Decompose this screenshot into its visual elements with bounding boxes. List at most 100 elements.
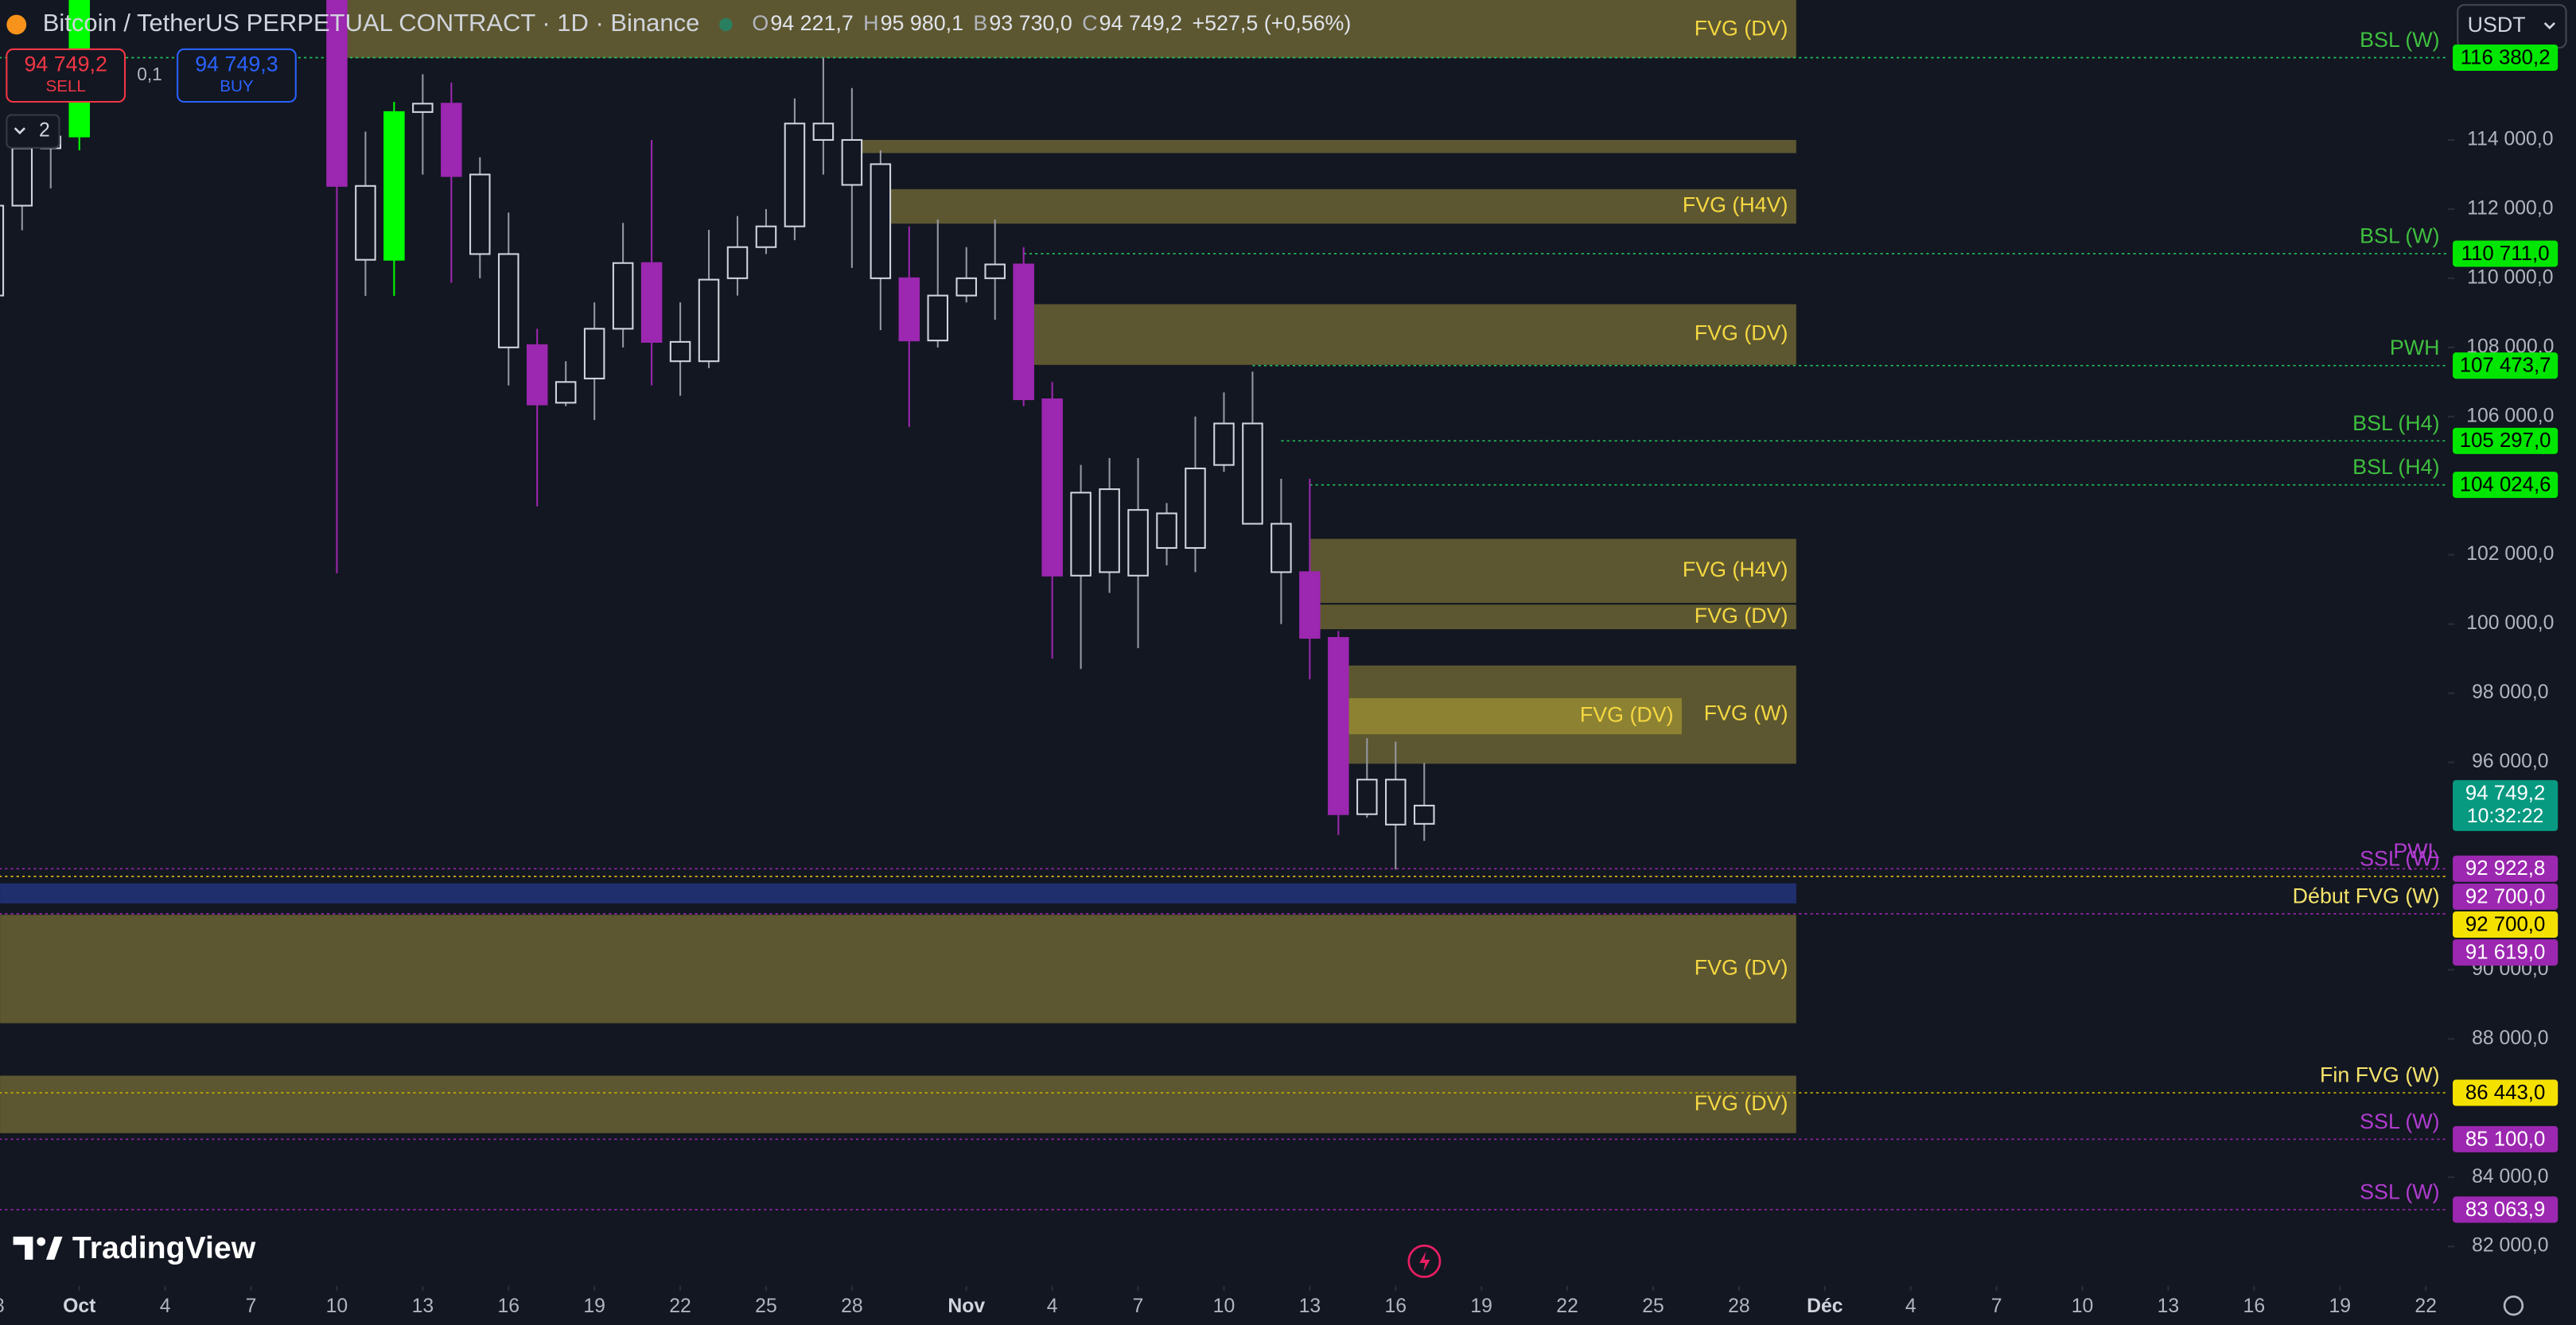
candle-body bbox=[755, 225, 777, 248]
price-tag bbox=[2453, 911, 2558, 938]
countdown: 10:32:22 bbox=[2467, 806, 2543, 827]
zone-label: FVG (DV) bbox=[1695, 1091, 1788, 1115]
x-tick-label: 13 bbox=[412, 1296, 434, 1317]
candle-body bbox=[955, 277, 978, 297]
x-tick-label: Déc bbox=[1807, 1296, 1843, 1317]
level-label: SSL (W) bbox=[2360, 1109, 2439, 1133]
price-tag bbox=[2453, 855, 2558, 882]
chevron bbox=[2543, 21, 2556, 30]
price-tag-label: 110 711,0 bbox=[2461, 243, 2550, 265]
fvg-zone bbox=[1023, 304, 1796, 365]
price-tag bbox=[2453, 1125, 2558, 1152]
chart-title: Bitcoin / TetherUS PERPETUAL CONTRACT · … bbox=[43, 9, 700, 37]
price-tag-label: 105 297,0 bbox=[2460, 429, 2551, 452]
x-tick-label: 16 bbox=[497, 1296, 519, 1317]
y-tick-label: 100 000,0 bbox=[2466, 612, 2554, 634]
status-dot bbox=[719, 17, 733, 32]
x-tick-label: 4 bbox=[1905, 1296, 1916, 1317]
candle-body bbox=[383, 111, 405, 261]
ui: Bitcoin / TetherUS PERPETUAL CONTRACT · … bbox=[6, 4, 2567, 1316]
price-tag bbox=[2453, 1079, 2558, 1106]
x-tick-label: 22 bbox=[669, 1296, 691, 1317]
price-tag-label: 104 024,6 bbox=[2460, 473, 2551, 495]
x-tick-label: 16 bbox=[2243, 1296, 2266, 1317]
layers-toggle[interactable] bbox=[6, 114, 60, 149]
candle-body bbox=[898, 277, 920, 342]
x-tick-label: 4 bbox=[160, 1296, 171, 1317]
buy-price: 94 749,3 bbox=[195, 52, 278, 76]
price-tag-label: 83 063,9 bbox=[2465, 1199, 2545, 1221]
candle-body bbox=[326, 0, 348, 187]
candle-body bbox=[784, 122, 806, 227]
symbol-icon bbox=[6, 14, 27, 35]
level-label: Fin FVG (W) bbox=[2320, 1063, 2440, 1086]
fvg-zone bbox=[0, 883, 1796, 903]
candle-body bbox=[469, 173, 491, 255]
buy-label: BUY bbox=[220, 77, 254, 95]
ohlc-key: B bbox=[973, 11, 987, 35]
zone-label: FVG (W) bbox=[1704, 701, 1788, 725]
candle-body bbox=[1356, 779, 1378, 815]
candle-body bbox=[1299, 571, 1321, 639]
ohlc-change: +527,5 (+0,56%) bbox=[1192, 11, 1351, 35]
level-label: BSL (H4) bbox=[2352, 411, 2439, 435]
y-tick-label: 102 000,0 bbox=[2466, 543, 2554, 565]
zone-label: FVG (H4V) bbox=[1683, 193, 1788, 217]
logo-mark bbox=[13, 1236, 33, 1260]
x-tick-label: 10 bbox=[326, 1296, 348, 1317]
ohlc-value: 95 980,1 bbox=[881, 11, 963, 35]
candle-body bbox=[1127, 509, 1149, 577]
candle-body bbox=[412, 103, 434, 113]
y-tick-label: 88 000,0 bbox=[2472, 1028, 2548, 1049]
candle-body bbox=[583, 328, 605, 379]
fvg-zone bbox=[0, 915, 1796, 1024]
candle-body bbox=[355, 185, 376, 261]
candle-body bbox=[1156, 512, 1177, 550]
x-tick-label: 10 bbox=[2072, 1296, 2094, 1317]
ohlc-value: 94 749,2 bbox=[1099, 11, 1182, 35]
y-tick-label: 98 000,0 bbox=[2472, 682, 2548, 703]
x-tick-label: 19 bbox=[1470, 1296, 1492, 1317]
candle-body bbox=[726, 246, 749, 279]
candle-body bbox=[1413, 804, 1435, 825]
x-tick-label: 22 bbox=[2415, 1296, 2437, 1317]
candle-body bbox=[1213, 422, 1235, 466]
ohlc-key: H bbox=[863, 11, 878, 35]
fvg-zone bbox=[1309, 538, 1796, 604]
price-tag-label: 91 619,0 bbox=[2465, 941, 2545, 963]
chevron bbox=[14, 127, 26, 135]
level-label: BSL (W) bbox=[2360, 223, 2439, 247]
zone-label: FVG (DV) bbox=[1695, 604, 1788, 628]
x-tick-label: 28 bbox=[1728, 1296, 1750, 1317]
level-label: SSL (W) bbox=[2360, 1179, 2439, 1203]
fvg-zone bbox=[337, 0, 1796, 58]
sell-button[interactable] bbox=[6, 48, 126, 103]
x-tick-label: Oct bbox=[63, 1296, 95, 1317]
candle-body bbox=[870, 163, 892, 279]
zone-label: FVG (H4V) bbox=[1683, 558, 1788, 581]
x-tick-label: Nov bbox=[948, 1296, 985, 1317]
buy-button[interactable] bbox=[177, 48, 297, 103]
zone-label: FVG (DV) bbox=[1695, 17, 1788, 41]
price-tag bbox=[2453, 939, 2558, 966]
x-tick-label: 10 bbox=[1213, 1296, 1235, 1317]
candle-body bbox=[1013, 263, 1034, 401]
price-tag bbox=[2453, 427, 2558, 454]
candle-body bbox=[1270, 523, 1292, 573]
candle-body bbox=[555, 381, 577, 404]
alert-icon[interactable] bbox=[1407, 1244, 1442, 1278]
fvg-zone bbox=[1338, 697, 1682, 735]
settings-icon[interactable] bbox=[2503, 1295, 2524, 1316]
level-label: PWL bbox=[2393, 839, 2439, 863]
ohlc-value: 94 221,7 bbox=[770, 11, 853, 35]
x-tick-label: 7 bbox=[1133, 1296, 1144, 1317]
brand: TradingView bbox=[72, 1230, 256, 1265]
x-tick-label: 28 bbox=[0, 1296, 5, 1317]
zone-label: FVG (DV) bbox=[1695, 955, 1788, 979]
y-tick-label: 96 000,0 bbox=[2472, 751, 2548, 772]
x-tick-label: 7 bbox=[246, 1296, 257, 1317]
candle-body bbox=[0, 204, 5, 297]
layers-count: 2 bbox=[39, 120, 50, 142]
